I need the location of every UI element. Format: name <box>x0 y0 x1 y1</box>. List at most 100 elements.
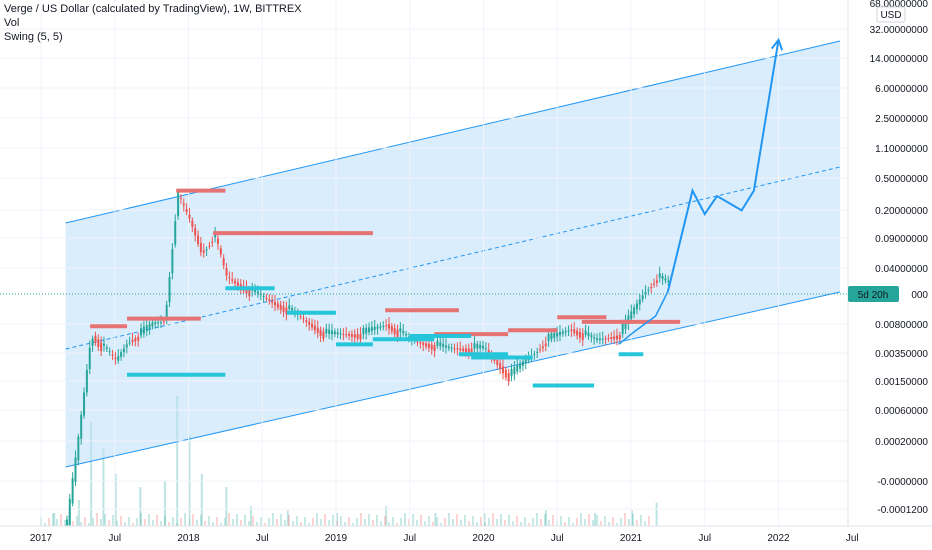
candle-body <box>182 203 185 206</box>
candle-body <box>447 346 450 349</box>
candle-body <box>188 214 191 219</box>
candle-body <box>533 353 536 355</box>
volume-bar <box>488 518 490 526</box>
price-tick-label: 1.10000000 <box>875 144 928 155</box>
candle-body <box>154 322 157 325</box>
volume-bar <box>436 517 438 526</box>
candle-body <box>302 318 305 320</box>
volume-bar <box>540 519 542 526</box>
currency-button[interactable] <box>876 6 906 23</box>
candle-body <box>259 293 262 296</box>
candle-body <box>370 327 373 332</box>
candle-body <box>83 392 86 416</box>
candle-body <box>373 326 376 330</box>
candle-body <box>316 327 319 334</box>
volume-bar <box>312 518 314 526</box>
candle-body <box>581 333 584 341</box>
volume-bar <box>286 510 289 526</box>
time-axis-background <box>0 526 932 550</box>
volume-bar <box>572 523 574 526</box>
candle-body <box>570 329 573 331</box>
swing-levels <box>90 188 681 388</box>
candle-body <box>305 320 308 322</box>
candle-body <box>550 333 553 340</box>
candle-body <box>618 334 621 340</box>
candle-body <box>151 322 154 327</box>
vol-indicator-label[interactable]: Vol <box>4 17 20 29</box>
candle-body <box>487 350 490 353</box>
volume-bar <box>124 522 126 526</box>
candle-body <box>379 326 382 328</box>
volume-bar <box>588 514 590 526</box>
candle-body <box>77 436 80 461</box>
volume-bar <box>112 515 114 526</box>
candle-body <box>308 321 311 325</box>
candle-body <box>299 316 302 318</box>
candle-body <box>239 284 242 289</box>
price-tick-label: 0.00800000 <box>875 320 928 331</box>
volume-bar <box>492 513 494 526</box>
price-tick-label: 6.00000000 <box>875 84 928 95</box>
volume-bar <box>376 515 378 526</box>
volume-bar <box>48 518 50 526</box>
volume-bar <box>476 522 478 526</box>
symbol-title[interactable]: Verge / US Dollar (calculated by Trading… <box>4 3 302 15</box>
volume-bar <box>84 517 86 526</box>
candle-body <box>601 338 604 340</box>
candle-body <box>453 348 456 350</box>
candle-body <box>345 334 348 336</box>
projection-drawing <box>0 37 848 345</box>
volume-bar <box>90 422 93 526</box>
price-axis-background <box>848 0 932 526</box>
gridlines <box>0 0 853 526</box>
candle-body <box>179 197 182 199</box>
candle-body <box>365 327 368 334</box>
candle-body <box>439 342 442 347</box>
price-tick-label: 0.20000000 <box>875 206 928 217</box>
volume-bar <box>176 396 179 526</box>
candle-body <box>248 289 251 297</box>
volume-bar <box>163 480 166 526</box>
volume-bar <box>156 515 158 526</box>
candle-body <box>328 329 331 335</box>
candle-body <box>157 322 160 324</box>
volume-bar <box>612 517 614 526</box>
volume-bar <box>104 514 106 526</box>
volume-bar <box>552 515 554 526</box>
volume-bar <box>132 523 134 526</box>
volume-bar <box>292 521 294 526</box>
volume-bar <box>448 513 450 526</box>
price-tick-label: 0.00020000 <box>875 437 928 448</box>
candle-body <box>254 289 257 293</box>
candle-body <box>427 343 430 349</box>
candle-body <box>484 348 487 350</box>
candle-body <box>544 343 547 347</box>
candle-body <box>536 351 539 353</box>
volume-bar <box>320 519 322 526</box>
candle-body <box>547 333 550 341</box>
volume-bar <box>248 521 250 526</box>
time-axis[interactable]: 2017 Jul 2018 Jul 2019 Jul 2020 Jul 2021 Jul 2022 J… <box>0 525 932 550</box>
candle-body <box>539 349 542 351</box>
volume-bar <box>136 518 138 526</box>
candle-body <box>573 329 576 334</box>
volume-bar <box>256 522 258 526</box>
volume-bar <box>384 516 386 526</box>
candle-body <box>524 359 527 364</box>
volume-bar <box>512 521 514 526</box>
volume-bar <box>536 513 538 526</box>
candle-body <box>462 348 465 352</box>
candle-body <box>521 361 524 366</box>
swing-indicator-label[interactable]: Swing (5, 5) <box>4 31 63 43</box>
candle-body <box>339 333 342 335</box>
volume-bar <box>72 521 74 526</box>
volume-bar <box>102 448 105 526</box>
candle-body <box>496 359 499 365</box>
channel-upper-line <box>65 40 841 224</box>
candle-body <box>282 306 285 313</box>
candle-body <box>80 414 83 439</box>
volume-bar <box>304 517 306 526</box>
volume-bar <box>148 514 150 526</box>
